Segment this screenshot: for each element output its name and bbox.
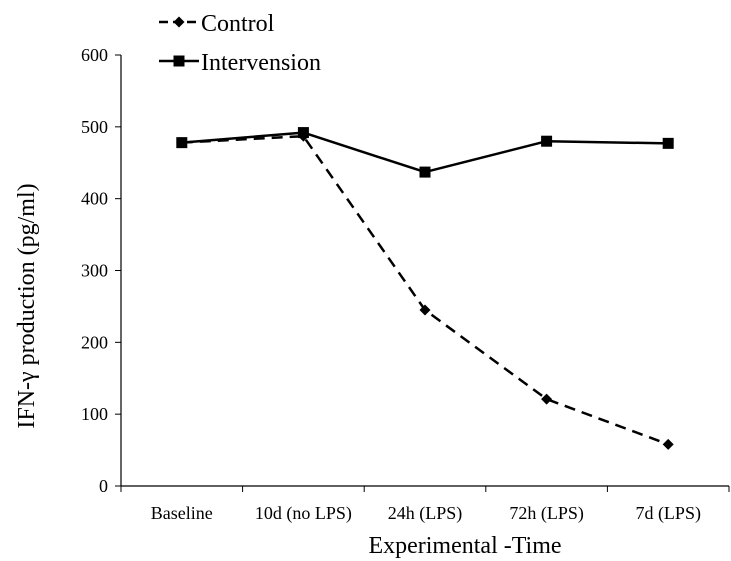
y-tick-label: 100 xyxy=(81,404,108,424)
y-tick-label: 300 xyxy=(81,261,108,281)
data-point-control xyxy=(662,438,674,450)
series-markers xyxy=(176,127,674,450)
data-point-intervension xyxy=(419,166,431,178)
legend-label-control: Control xyxy=(201,11,275,37)
legend-marker-intervension xyxy=(173,55,185,67)
y-tick-label: 0 xyxy=(99,476,108,496)
y-tick-label: 200 xyxy=(81,332,108,352)
legend-marker-control xyxy=(173,16,185,28)
x-tick-label: Baseline xyxy=(151,503,213,523)
series-lines xyxy=(181,131,669,446)
data-point-intervension xyxy=(541,135,553,147)
y-tick-label: 500 xyxy=(81,117,108,137)
series-line-control xyxy=(181,134,669,446)
y-axis-label: IFN-γ production (pg/ml) xyxy=(14,183,40,428)
x-tick-label: 7d (LPS) xyxy=(635,503,701,524)
x-tick-label: 10d (no LPS) xyxy=(255,503,352,524)
x-tick-label: 72h (LPS) xyxy=(509,503,584,524)
data-point-intervension xyxy=(662,137,674,149)
x-tick-label: 24h (LPS) xyxy=(388,503,463,524)
x-axis-ticks: Baseline 10d (no LPS) 24h (LPS) 72h (LPS) 7d… xyxy=(120,486,730,524)
legend-item-control: Control xyxy=(159,11,275,37)
legend-item-intervension: Intervension xyxy=(159,50,321,76)
x-axis-label: Experimental -Time xyxy=(368,533,561,559)
data-point-control xyxy=(419,304,431,316)
legend-label-intervension: Intervension xyxy=(201,50,321,76)
data-point-intervension xyxy=(176,137,188,149)
y-tick-label: 400 xyxy=(81,189,108,209)
axes xyxy=(120,55,729,487)
y-tick-label: 600 xyxy=(81,45,108,65)
data-point-control xyxy=(541,393,553,405)
y-axis-ticks: 0 100 200 300 400 500 600 xyxy=(81,45,121,496)
data-point-intervension xyxy=(297,127,309,139)
legend: Control Intervension xyxy=(159,11,321,76)
